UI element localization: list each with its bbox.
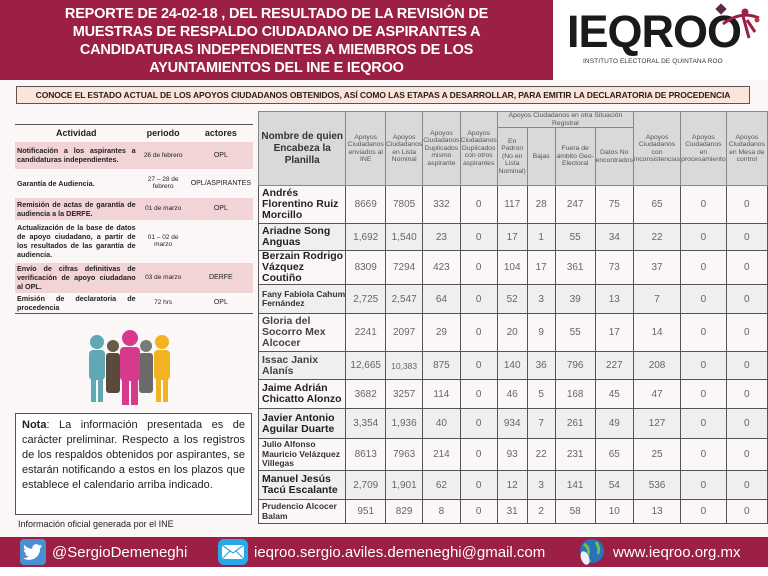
logo-name: IEQROO xyxy=(567,6,742,57)
header-col: Bajas xyxy=(526,127,556,186)
globe-icon xyxy=(575,539,607,565)
logo-subtitle: INSTITUTO ELECTORAL DE QUINTANA ROO xyxy=(583,58,723,65)
activities-header: Actividad periodo actores xyxy=(15,124,253,142)
table-row: Andrés Florentino Ruiz Morcillo 8669 7805… xyxy=(257,185,768,224)
header-periodo: periodo xyxy=(137,124,189,142)
header-col: Fuera de ámbito Geo-Electoral xyxy=(554,127,596,186)
activity-row: Emisión de declaratoria de procedencia 7… xyxy=(15,292,253,314)
website-url: www.ieqroo.org.mx xyxy=(613,543,741,561)
website-link[interactable]: www.ieqroo.org.mx xyxy=(575,537,741,567)
activity-row: Remisión de actas de garantía de audienc… xyxy=(15,197,253,220)
info-banner: CONOCE EL ESTADO ACTUAL DE LOS APOYOS CI… xyxy=(16,86,750,104)
activities-table: Actividad periodo actores Notificación a… xyxy=(15,124,253,314)
mail-icon xyxy=(218,539,248,565)
table-row: Jaime Adrián Chicatto Alonzo 3682 3257 114… xyxy=(257,379,768,409)
header-col: Apoyos Ciudadanos Duplicados con otros a… xyxy=(459,111,498,186)
table-row: Fany Fabiola Cahum Fernández 2,725 2,547 6… xyxy=(257,284,768,314)
note-box: Nota: La información presentada es de ca… xyxy=(15,413,252,515)
title-line-4: AYUNTAMIENTOS DEL INE E IEQROO xyxy=(149,60,404,76)
header-col: Apoyos Ciudadanos con inconsistencias xyxy=(632,111,682,186)
note-label: Nota xyxy=(22,419,47,431)
note-text: : La información presentada es de caráct… xyxy=(22,419,245,491)
source-text: Información oficial generada por el INE xyxy=(18,519,174,529)
footer-bar: @SergioDemeneghi ieqroo.sergio.aviles.de… xyxy=(0,537,768,567)
header-col: Apoyos Ciudadanos enviados al INE xyxy=(345,111,386,186)
people-swoosh-icon xyxy=(715,3,760,39)
header-col: Apoyos Ciudadanos en procesamiento xyxy=(680,111,727,186)
header-col: Apoyos Ciudadanos en Mesa de control xyxy=(725,111,768,186)
results-table: Nombre de quien Encabeza la Planilla Apo… xyxy=(257,111,768,524)
table-subheader-row: En Padron (No en Lista Nominal) Bajas Fu… xyxy=(259,127,768,186)
table-row: Julio Alfonso Mauricio Velázquez Villega… xyxy=(257,438,768,471)
activity-row: Garantía de Audiencia. 27 – 28 de febrer… xyxy=(17,176,251,190)
ieqroo-logo: IEQROO INSTITUTO ELECTORAL DE QUINTANA R… xyxy=(553,0,768,80)
report-title: REPORTE DE 24-02-18 , DEL RESULTADO DE L… xyxy=(0,0,553,80)
email-address: ieqroo.sergio.aviles.demeneghi@gmail.com xyxy=(254,543,546,561)
header-group: Apoyos Ciudadanos en otra Situación Regi… xyxy=(496,111,634,128)
table-row: Manuel Jesús Tacú Escalante 2,709 1,901 62… xyxy=(257,470,768,500)
table-header-row: Nombre de quien Encabeza la Planilla Apo… xyxy=(257,111,768,186)
table-row: Ariadne Song Anguas 1,692 1,540 23 0 17 1 55 34… xyxy=(257,223,768,251)
twitter-icon xyxy=(20,539,46,565)
header-col: En Padron (No en Lista Nominal) xyxy=(496,127,528,186)
table-row: Berzain Rodrigo Vázquez Coutiño 8309 7294… xyxy=(257,250,768,285)
header-actores: actores xyxy=(188,124,253,142)
title-line-2: MUESTRAS DE RESPALDO CIUDADANO DE ASPIRA… xyxy=(72,24,481,40)
activity-row: Notificación a los aspirantes a candidat… xyxy=(15,141,253,169)
table-row: Issac Janix Alanís 12,665 10,383 875 0 140 36… xyxy=(257,351,768,380)
header-col: Apoyos Ciudadanos en Lista Nominal xyxy=(384,111,424,186)
table-row: Javier Antonio Aguilar Duarte 3,354 1,936… xyxy=(257,408,768,439)
header-col: Datos No encontrados xyxy=(594,127,634,186)
table-row: Prudencio Alcocer Balam 951 829 8 0 31 2 58 10 1… xyxy=(257,499,768,524)
activity-row: Actualización de la base de datos de apo… xyxy=(17,223,179,259)
twitter-handle: @SergioDemeneghi xyxy=(52,543,188,561)
table-row: Gloria del Socorro Mex Alcocer 2241 2097 2… xyxy=(257,313,768,352)
title-line-1: REPORTE DE 24-02-18 , DEL RESULTADO DE L… xyxy=(64,6,489,22)
title-line-3: CANDIDATURAS INDEPENDIENTES A MIEMBROS D… xyxy=(79,42,474,58)
email-link[interactable]: ieqroo.sergio.aviles.demeneghi@gmail.com xyxy=(218,537,545,567)
header-actividad: Actividad xyxy=(15,124,138,142)
people-group-icon xyxy=(89,330,170,405)
header-col: Apoyos Ciudadanos Duplicados mismo aspir… xyxy=(422,111,461,186)
activity-row: Envío de cifras definitivas de verificac… xyxy=(15,262,253,293)
bottom-margin xyxy=(0,567,768,576)
twitter-link[interactable]: @SergioDemeneghi xyxy=(20,537,187,567)
header-name: Nombre de quien Encabeza la Planilla xyxy=(257,111,347,186)
